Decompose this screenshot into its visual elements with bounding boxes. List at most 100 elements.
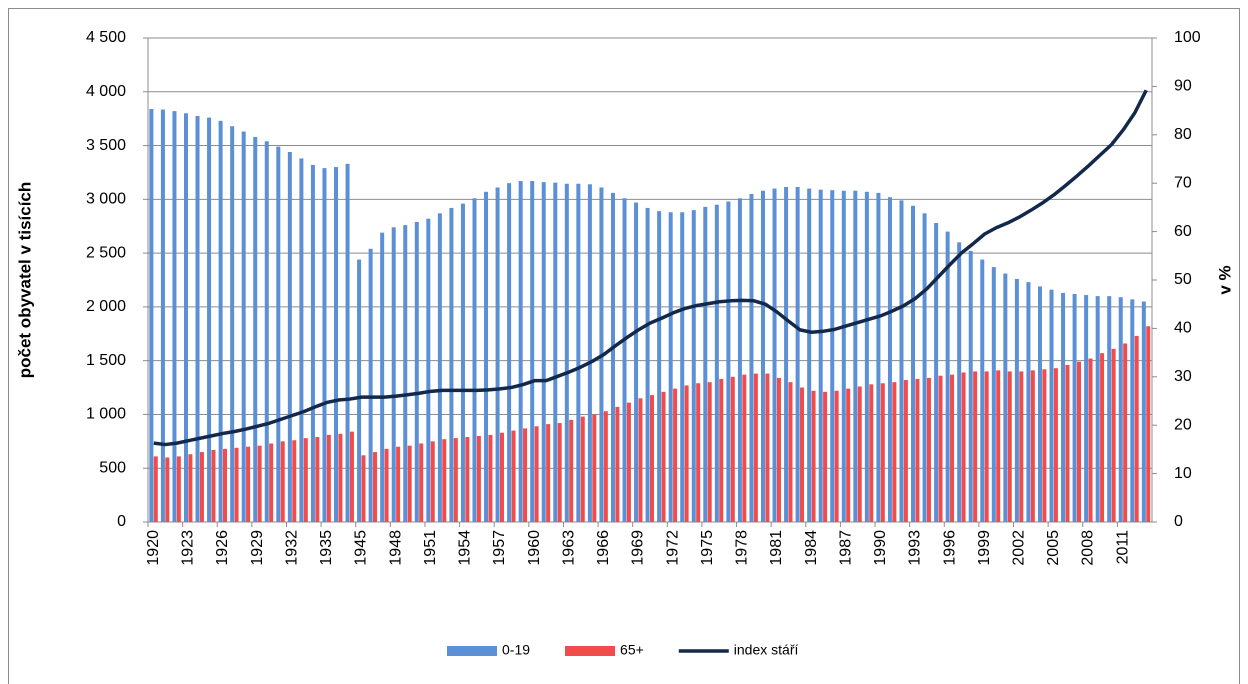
bar	[199, 452, 204, 522]
bar	[257, 445, 262, 522]
bar	[1019, 371, 1024, 522]
x-tick-label: 1951	[422, 530, 439, 566]
bar	[576, 183, 581, 522]
y-tick-label: 4 500	[86, 29, 126, 46]
bar	[830, 190, 835, 523]
bar	[587, 184, 592, 522]
bar	[334, 167, 339, 523]
bar	[1076, 361, 1081, 522]
bar	[518, 181, 523, 522]
bar	[911, 205, 916, 522]
bar	[241, 131, 246, 522]
bar	[638, 398, 643, 522]
bar	[414, 221, 419, 523]
x-tick-label: 1990	[872, 530, 889, 566]
bar	[569, 419, 574, 522]
bar	[938, 375, 943, 522]
x-tick-label: 1948	[387, 530, 404, 566]
bar	[1030, 370, 1035, 522]
x-tick-label: 2002	[1011, 530, 1028, 566]
x-tick-label: 1999	[976, 530, 993, 566]
bar	[223, 448, 228, 522]
x-tick-label: 1966	[595, 530, 612, 566]
bar	[1130, 299, 1135, 522]
bar	[645, 207, 650, 522]
bar	[1111, 348, 1116, 522]
bar	[668, 212, 673, 523]
bar	[476, 435, 481, 522]
bar	[357, 259, 362, 522]
bar	[684, 385, 689, 522]
y2-tick-label: 90	[1174, 78, 1192, 95]
bar	[488, 434, 493, 522]
x-tick-label: 1960	[526, 530, 543, 566]
chart-border	[8, 8, 1240, 684]
bar	[714, 204, 719, 522]
bar	[823, 391, 828, 522]
x-tick-label: 1984	[803, 530, 820, 566]
bar	[899, 200, 904, 523]
bar	[996, 370, 1001, 522]
y-tick-label: 3 500	[86, 137, 126, 154]
bar	[465, 437, 470, 522]
bar	[749, 193, 754, 522]
y2-tick-label: 80	[1174, 126, 1192, 143]
x-tick-label: 1987	[837, 530, 854, 566]
bar	[1100, 353, 1105, 522]
y2-tick-label: 70	[1174, 174, 1192, 191]
bar	[1107, 296, 1112, 522]
bar	[1088, 358, 1093, 522]
line	[153, 89, 1148, 447]
bar	[984, 371, 989, 522]
bar	[880, 383, 885, 522]
bar	[292, 440, 297, 522]
bar	[753, 373, 758, 522]
bar	[707, 382, 712, 522]
x-tick-label: 1935	[318, 530, 335, 566]
bar	[922, 213, 927, 522]
bar	[349, 431, 354, 522]
bar	[876, 192, 881, 522]
bar	[846, 388, 851, 522]
bar	[530, 181, 535, 522]
bar	[218, 120, 223, 522]
bar	[1053, 368, 1058, 522]
bar	[719, 378, 724, 522]
bar	[980, 259, 985, 522]
bar	[784, 186, 789, 522]
bar	[864, 191, 869, 522]
x-tick-label: 2008	[1080, 530, 1097, 566]
bar	[887, 197, 892, 522]
bar	[310, 164, 315, 522]
bar	[673, 388, 678, 522]
bar	[495, 187, 500, 522]
bar	[957, 242, 962, 522]
bar	[1146, 326, 1151, 522]
bar	[153, 456, 158, 522]
y2-tick-label: 20	[1174, 416, 1192, 433]
bar	[772, 188, 777, 523]
bar	[534, 426, 539, 522]
bar	[246, 446, 251, 522]
bar	[776, 377, 781, 522]
bar	[968, 250, 973, 522]
bar	[345, 163, 350, 522]
bar	[703, 206, 708, 522]
bar	[1095, 296, 1100, 522]
bar	[991, 267, 996, 522]
bar	[437, 213, 442, 522]
bar	[1061, 292, 1066, 522]
bar	[1084, 295, 1089, 522]
bar	[696, 383, 701, 522]
legend-swatch	[447, 646, 497, 656]
bar	[183, 113, 188, 523]
legend-label: index stáří	[734, 642, 799, 658]
y2-tick-label: 50	[1174, 271, 1192, 288]
bar	[1007, 371, 1012, 522]
bar	[426, 218, 431, 522]
bar	[634, 202, 639, 522]
x-tick-label: 2005	[1045, 530, 1062, 566]
bar	[149, 108, 154, 522]
bar	[661, 391, 666, 522]
x-tick-label: 1957	[491, 530, 508, 566]
